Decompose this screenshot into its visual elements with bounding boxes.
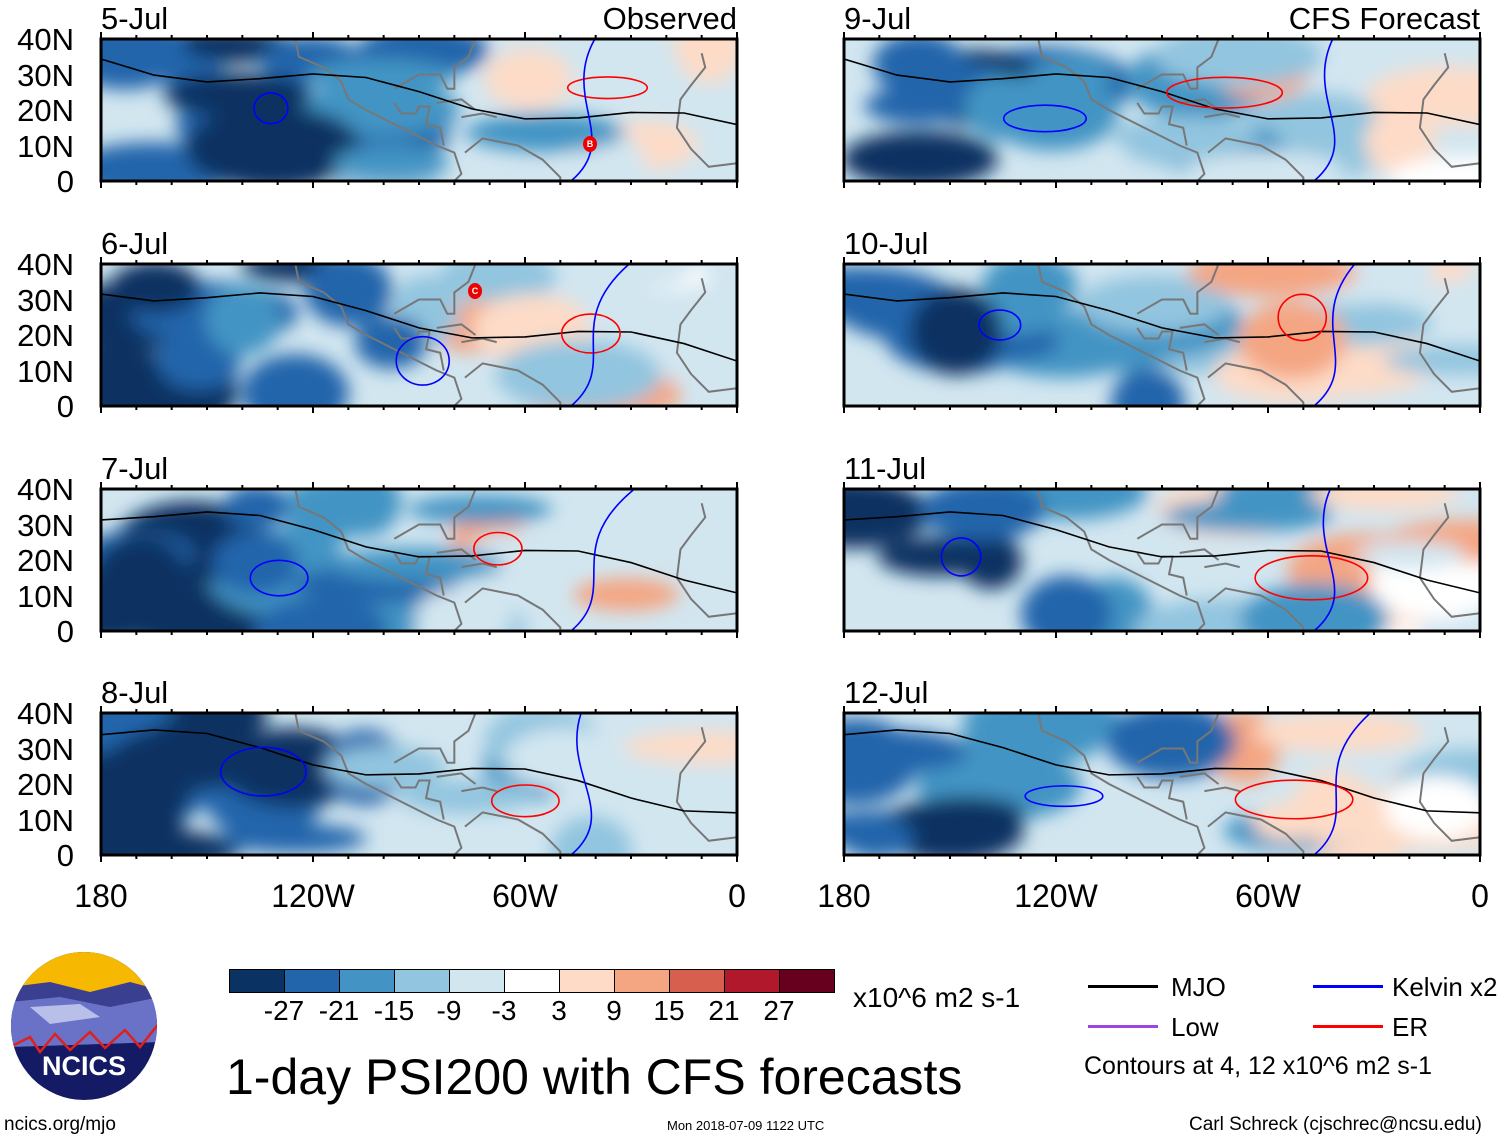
colorbar-swatch bbox=[560, 970, 615, 992]
lon-tick-label: 0 bbox=[1471, 878, 1489, 914]
panel-date: 9-Jul bbox=[844, 1, 912, 36]
lat-tick-label: 20N bbox=[17, 93, 74, 128]
lon-tick-label: 180 bbox=[74, 878, 128, 914]
colorbar-swatch bbox=[395, 970, 450, 992]
panel-date: 5-Jul bbox=[101, 1, 169, 36]
footer-timestamp: Mon 2018-07-09 1122 UTC bbox=[667, 1118, 825, 1133]
colorbar-label: 21 bbox=[708, 995, 740, 1026]
panel-date: 10-Jul bbox=[844, 226, 929, 261]
lat-tick-label: 0 bbox=[56, 164, 74, 199]
map-panel bbox=[99, 706, 739, 862]
colorbar-swatch bbox=[505, 970, 560, 992]
lat-tick-label: 20N bbox=[17, 767, 74, 802]
map-panel bbox=[842, 257, 1482, 413]
lat-tick-label: 40N bbox=[17, 247, 74, 282]
colorbar-swatch bbox=[450, 970, 505, 992]
lat-tick-label: 0 bbox=[56, 838, 74, 873]
lat-tick-label: 40N bbox=[17, 696, 74, 731]
legend-low-line bbox=[1088, 1025, 1158, 1028]
colorbar-swatch bbox=[285, 970, 340, 992]
lon-tick-label: 120W bbox=[271, 878, 355, 914]
map-panel bbox=[842, 32, 1482, 188]
lat-tick-label: 30N bbox=[17, 731, 74, 767]
lon-tick-label: 120W bbox=[1014, 878, 1098, 914]
legend-kelvin-line bbox=[1313, 985, 1383, 988]
map-panel bbox=[842, 706, 1482, 862]
lat-tick-label: 0 bbox=[56, 389, 74, 424]
legend-low-label: Low bbox=[1171, 1012, 1219, 1042]
colorbar-label: 15 bbox=[653, 995, 685, 1026]
panel-date: 6-Jul bbox=[101, 226, 169, 261]
colorbar-label: -9 bbox=[436, 995, 462, 1026]
colorbar-swatch bbox=[780, 970, 834, 992]
lat-tick-label: 40N bbox=[17, 22, 74, 57]
colorbar-label: 9 bbox=[606, 995, 622, 1026]
lat-tick-label: 40N bbox=[17, 472, 74, 507]
colorbar-swatch bbox=[725, 970, 780, 992]
map-panel bbox=[99, 482, 739, 638]
colorbar-units: x10^6 m2 s-1 bbox=[853, 982, 1021, 1013]
colorbar-label: -15 bbox=[373, 995, 415, 1026]
colorbar-label: -21 bbox=[318, 995, 360, 1026]
lat-tick-label: 30N bbox=[17, 507, 74, 543]
legend-er-label: ER bbox=[1392, 1012, 1429, 1042]
legend-mjo-label: MJO bbox=[1171, 972, 1226, 1002]
contours-note: Contours at 4, 12 x10^6 m2 s-1 bbox=[1084, 1052, 1433, 1080]
lon-tick-label: 60W bbox=[492, 878, 558, 914]
lat-tick-label: 0 bbox=[56, 614, 74, 649]
lon-tick-label: 0 bbox=[728, 878, 746, 914]
lon-tick-label: 180 bbox=[817, 878, 871, 914]
panel-tag: Observed bbox=[602, 1, 737, 36]
colorbar-swatch bbox=[615, 970, 670, 992]
panel-date: 11-Jul bbox=[844, 451, 927, 486]
lat-tick-label: 10N bbox=[17, 802, 74, 838]
lat-tick-label: 30N bbox=[17, 57, 74, 93]
lat-tick-label: 30N bbox=[17, 282, 74, 318]
map-panel bbox=[842, 482, 1482, 638]
lat-tick-label: 20N bbox=[17, 318, 74, 353]
footer-author: Carl Schreck (cjschrec@ncsu.edu) bbox=[1189, 1114, 1482, 1135]
logo-text: NCICS bbox=[42, 1051, 126, 1081]
legend-er-line bbox=[1313, 1025, 1383, 1028]
map-panel bbox=[99, 257, 739, 413]
footer-url[interactable]: ncics.org/mjo bbox=[4, 1114, 116, 1135]
lat-tick-label: 10N bbox=[17, 578, 74, 614]
storm-marker: C bbox=[468, 283, 482, 299]
colorbar-label: 27 bbox=[763, 995, 795, 1026]
lat-tick-label: 10N bbox=[17, 128, 74, 164]
lon-tick-label: 60W bbox=[1235, 878, 1301, 914]
map-panel bbox=[99, 32, 739, 188]
colorbar-label: -27 bbox=[263, 995, 305, 1026]
lat-tick-label: 20N bbox=[17, 543, 74, 578]
panel-date: 8-Jul bbox=[101, 675, 169, 710]
figure-title: 1-day PSI200 with CFS forecasts bbox=[226, 1049, 963, 1105]
colorbar-swatch bbox=[230, 970, 285, 992]
ncics-logo: NCICS bbox=[11, 952, 157, 1100]
panel-date: 7-Jul bbox=[101, 451, 169, 486]
lat-tick-label: 10N bbox=[17, 353, 74, 389]
panel-date: 12-Jul bbox=[844, 675, 929, 710]
legend-mjo-line bbox=[1088, 985, 1158, 988]
panel-tag: CFS Forecast bbox=[1288, 1, 1480, 36]
storm-marker: B bbox=[583, 136, 597, 152]
colorbar-swatch bbox=[340, 970, 395, 992]
colorbar-swatch bbox=[670, 970, 725, 992]
colorbar-label: -3 bbox=[491, 995, 517, 1026]
legend-kelvin-label: Kelvin x2 bbox=[1392, 972, 1498, 1002]
colorbar bbox=[229, 969, 835, 993]
colorbar-label: 3 bbox=[551, 995, 567, 1026]
